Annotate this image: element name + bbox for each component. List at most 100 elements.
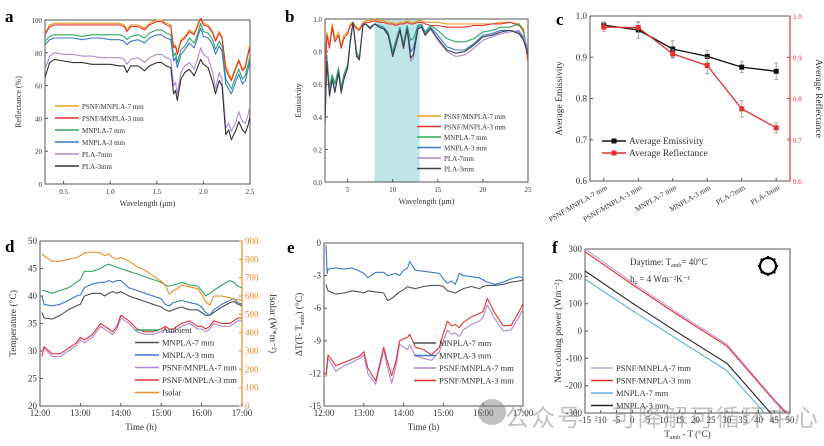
data-point-marker — [739, 64, 745, 70]
y-axis-label: ΔT(T- Tamb) (°C) — [294, 293, 306, 357]
series-line-mnpla-3-mm — [41, 280, 242, 316]
sun-icon-ray — [766, 255, 770, 259]
y-axis-label: Net cooling power (Wm⁻²) — [553, 279, 564, 383]
legend: MNPLA-7 mm MNPLA-3 mm PSNF/MNPLA-7 mm PSNF/… — [414, 338, 514, 386]
x-tick-label: 25 — [707, 415, 717, 425]
y-tick-label: 200 — [569, 271, 583, 281]
x-tick-label: 13:00 — [70, 408, 91, 418]
legend-label: PLA-7mm — [444, 155, 475, 163]
series-line-psnf-mnpla-3-mm — [325, 20, 528, 85]
y-tick-label: 50 — [28, 236, 38, 246]
y-tick-label: 40 — [35, 115, 43, 123]
annotation-part: = 40°C — [681, 257, 707, 267]
series-line-mnpla-7-mm — [325, 279, 523, 302]
y-tick-label: -12 — [309, 368, 321, 378]
y-right-tick-label: 0.6 — [793, 178, 802, 186]
series-line-isolar — [41, 251, 242, 306]
legend-label: PLA-3mm — [82, 163, 113, 171]
sun-icon-ray — [760, 258, 763, 261]
y-tick-label: 25 — [28, 374, 38, 384]
x-tick-label: 5 — [346, 186, 350, 194]
y-tick-label: -15 — [309, 401, 321, 411]
x-label-part: - T (°C) — [680, 429, 711, 439]
plot-frame — [323, 242, 524, 407]
legend: PSNF/MNPLA-7 mm PSNF/MNPLA-3 mm MNPLA-7 mm… — [417, 113, 506, 174]
legend-label: PLA-7mm — [82, 151, 113, 159]
x-tick-label: 13:00 — [354, 408, 375, 418]
y-tick-label: 0 — [317, 238, 322, 248]
annotation-part: h — [630, 274, 635, 284]
y-right-tick-label: 1.0 — [793, 13, 802, 21]
y-tick-label: 45 — [28, 264, 38, 274]
y-right-tick-label: 0.8 — [793, 96, 802, 104]
x-tick-label: 2.0 — [199, 188, 208, 196]
legend-label: MNPLA-3 mm — [162, 350, 215, 360]
panel-d: d202530354045500100200300400500600700800… — [5, 236, 278, 432]
series-line-mnpla-3-mm — [585, 270, 772, 413]
x-tick-label: 30 — [722, 415, 732, 425]
y-label-subscript: amb — [300, 315, 306, 325]
panel-label-a: a — [5, 7, 14, 26]
legend-label: MNPLA-7 mm — [444, 134, 488, 142]
y-axis-label: Average Emissivity — [555, 61, 565, 136]
legend-label: PSNF/MNPLA-7 mm — [616, 363, 691, 373]
x-tick-label: 25 — [525, 186, 533, 194]
series-line-mnpla-7-mm — [585, 278, 766, 413]
series-line-psnf-mnpla-7-mm — [41, 317, 242, 358]
series-group — [603, 24, 777, 129]
x-tick-label: 10 — [659, 415, 669, 425]
x-tick-label: 0.5 — [59, 188, 68, 196]
legend-label: MNPLA-3 mm — [439, 351, 492, 361]
y-tick-label: 20 — [35, 148, 43, 156]
legend: Ambient MNPLA-7 mm MNPLA-3 mm PSNF/MNPLA-7 … — [135, 325, 237, 398]
y-right-tick-label: 0.9 — [793, 54, 802, 62]
y-tick-label: 0.4 — [313, 114, 322, 122]
x-tick-label: 35 — [738, 415, 748, 425]
series-group — [45, 18, 250, 141]
x-label-part: T — [664, 429, 670, 439]
legend-label: MNPLA-7 mm — [82, 127, 126, 135]
panel-label-e: e — [287, 238, 295, 257]
legend-label: PSNF/MNPLA-7 mm — [162, 363, 237, 373]
y-axis-label: Temperature (°C) — [8, 290, 19, 357]
x-tick-label: 1.5 — [152, 188, 161, 196]
legend-label: PSNF/MNPLA-7 mm — [82, 103, 144, 111]
annotation-part: Daytime: T — [630, 257, 672, 267]
x-category-label: PLA-3mm — [749, 183, 781, 207]
x-tick-label: 10 — [389, 186, 397, 194]
series-line-ambient — [42, 263, 242, 297]
series-line-mnpla-3-mm — [325, 21, 528, 121]
series-line-pla-3mm — [325, 21, 528, 124]
plot-frame — [44, 19, 251, 185]
wechat-watermark-icon — [478, 399, 506, 425]
y-tick-label: 60 — [35, 83, 43, 91]
panel-f: f -300 -200 -100 0 100 200 300 -15 -10 -5 0 5 10 15 20 2… — [552, 238, 795, 441]
panel-c: c 0.6 0.7 0.8 0.9 1.0 0.6 0.7 0.8 0.9 1.0 PSNF/MNPL… — [547, 10, 824, 224]
x-tick-label: 50 — [786, 415, 796, 425]
y-tick-label: -9 — [314, 336, 322, 346]
sun-icon-ray — [773, 258, 776, 261]
y-right-tick-label: 800 — [245, 254, 259, 264]
data-point-marker — [670, 46, 676, 52]
series-line-psnf-mnpla-3-mm — [45, 18, 250, 82]
x-tick-label: -10 — [595, 415, 607, 425]
y-right-axis-label: Isolar (W*m⁻²) — [267, 294, 278, 353]
y-tick-label: 1.0 — [313, 16, 322, 24]
y-tick-label: 100 — [569, 299, 583, 309]
x-tick-label: 16:00 — [191, 408, 212, 418]
x-axis-label: Tamb - T (°C) — [664, 429, 710, 441]
y-right-tick-label: 0 — [245, 401, 250, 411]
series-line-psnf-mnpla-7-mm — [585, 248, 789, 413]
legend-label: MNPLA-7 mm — [162, 338, 215, 348]
annotation-hc: hc = 4 Wm⁻²K⁻¹ — [630, 274, 691, 286]
series-line-mnpla-3-mm — [45, 27, 250, 95]
legend-label: PSNF/MNPLA-7 mm — [444, 113, 506, 121]
x-category-label: PSNF/MNPLA-3 mm — [582, 183, 644, 224]
series-line-psnf-mnpla-3-mm — [41, 314, 242, 357]
y-tick-label: -200 — [566, 381, 583, 391]
legend-label: MNPLA-3 mm — [616, 401, 669, 411]
x-tick-label: 17:00 — [232, 408, 253, 418]
series-line-psnf-mnpla-3-mm — [325, 297, 523, 382]
legend-label: PSNF/MNPLA-3 mm — [82, 115, 144, 123]
